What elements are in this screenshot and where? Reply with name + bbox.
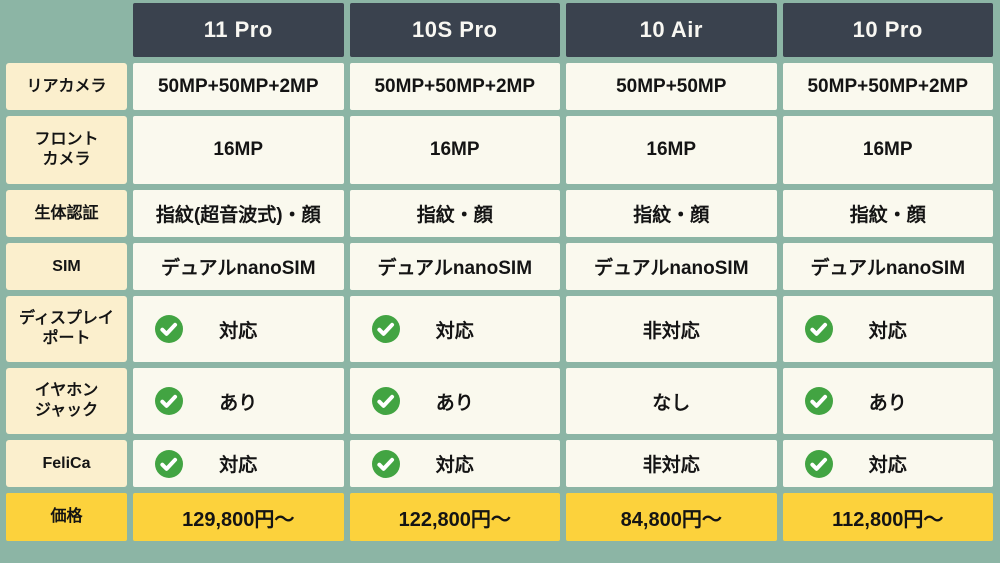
row-label: リアカメラ	[6, 63, 127, 110]
table-corner-spacer	[6, 3, 127, 57]
check-icon	[804, 315, 833, 343]
phone-comparison-table: 11 Pro 10S Pro 10 Air 10 Pro リアカメラ 50MP+50MP+…	[6, 3, 993, 541]
cell-text: デュアルnanoSIM	[593, 258, 749, 279]
cell-text: 対応	[435, 320, 474, 342]
check-icon	[155, 449, 183, 478]
row-label: ディスプレイ ポート	[6, 296, 127, 362]
row-label: イヤホン ジャック	[6, 368, 127, 434]
spec-cell: 16MP	[133, 116, 344, 184]
cell-text: 対応	[868, 455, 907, 476]
cell-text: 122,800円〜	[398, 508, 511, 531]
cell-text: 16MP	[429, 139, 480, 160]
cell-text: 16MP	[213, 139, 264, 160]
check-icon	[155, 315, 183, 343]
cell-text: 対応	[219, 455, 258, 476]
cell-text: 16MP	[862, 139, 913, 160]
cell-text: 非対応	[642, 455, 700, 476]
column-header-10s-pro: 10S Pro	[349, 3, 560, 57]
spec-cell: 対応	[349, 440, 560, 487]
check-icon	[804, 387, 833, 415]
column-header-10-air: 10 Air	[566, 3, 777, 57]
cell-text: あり	[868, 392, 907, 414]
spec-cell: 対応	[133, 296, 344, 362]
row-label: FeliCa	[6, 440, 127, 487]
cell-text: 50MP+50MP	[616, 75, 727, 97]
cell-text: 129,800円〜	[182, 508, 295, 531]
cell-text: あり	[219, 392, 258, 414]
cell-text: 84,800円〜	[620, 508, 722, 531]
spec-cell: 非対応	[566, 296, 777, 362]
check-icon	[371, 449, 400, 478]
spec-cell: 対応	[782, 440, 993, 487]
check-icon	[804, 449, 833, 478]
cell-text: 50MP+50MP+2MP	[374, 75, 536, 97]
cell-text: 対応	[435, 455, 474, 476]
check-icon	[371, 315, 400, 343]
spec-cell: 50MP+50MP+2MP	[782, 63, 993, 110]
spec-cell: 指紋・顔	[782, 190, 993, 237]
spec-cell: 50MP+50MP+2MP	[133, 63, 344, 110]
row-label: 価格	[6, 493, 127, 541]
cell-text: 112,800円〜	[832, 508, 944, 531]
spec-cell: 50MP+50MP+2MP	[349, 63, 560, 110]
spec-cell: 指紋・顔	[349, 190, 560, 237]
row-label: 生体認証	[6, 190, 127, 237]
spec-cell: 16MP	[566, 116, 777, 184]
cell-text: 50MP+50MP+2MP	[807, 75, 969, 97]
spec-cell: デュアルnanoSIM	[349, 243, 560, 290]
row-label: SIM	[6, 243, 127, 290]
cell-text: 指紋・顔	[633, 205, 710, 226]
cell-text: 指紋・顔	[849, 205, 926, 226]
cell-text: あり	[435, 392, 474, 414]
spec-cell: あり	[782, 368, 993, 434]
spec-cell: 対応	[349, 296, 560, 362]
cell-text: 50MP+50MP+2MP	[157, 75, 319, 97]
column-header-11-pro: 11 Pro	[133, 3, 344, 57]
spec-cell: 非対応	[566, 440, 777, 487]
spec-cell: 指紋・顔	[566, 190, 777, 237]
price-cell: 122,800円〜	[349, 493, 560, 541]
cell-text: デュアルnanoSIM	[377, 258, 533, 279]
spec-cell: デュアルnanoSIM	[782, 243, 993, 290]
cell-text: 対応	[868, 320, 907, 342]
spec-cell: 16MP	[782, 116, 993, 184]
cell-text: デュアルnanoSIM	[160, 258, 316, 279]
check-icon	[155, 387, 183, 415]
spec-cell: 対応	[782, 296, 993, 362]
spec-cell: あり	[349, 368, 560, 434]
price-cell: 129,800円〜	[133, 493, 344, 541]
price-cell: 112,800円〜	[782, 493, 993, 541]
check-icon	[371, 387, 400, 415]
spec-cell: デュアルnanoSIM	[133, 243, 344, 290]
cell-text: デュアルnanoSIM	[810, 258, 966, 279]
spec-cell: あり	[133, 368, 344, 434]
cell-text: 指紋(超音波式)・顔	[155, 205, 321, 226]
cell-text: 非対応	[642, 320, 700, 342]
spec-cell: 対応	[133, 440, 344, 487]
cell-text: なし	[652, 392, 691, 414]
spec-cell: 指紋(超音波式)・顔	[133, 190, 344, 237]
spec-cell: なし	[566, 368, 777, 434]
cell-text: 指紋・顔	[416, 205, 493, 226]
cell-text: 対応	[219, 320, 258, 342]
spec-cell: 50MP+50MP	[566, 63, 777, 110]
column-header-10-pro: 10 Pro	[782, 3, 993, 57]
price-cell: 84,800円〜	[566, 493, 777, 541]
spec-cell: 16MP	[349, 116, 560, 184]
row-label: フロント カメラ	[6, 116, 127, 184]
spec-cell: デュアルnanoSIM	[566, 243, 777, 290]
cell-text: 16MP	[646, 139, 697, 160]
